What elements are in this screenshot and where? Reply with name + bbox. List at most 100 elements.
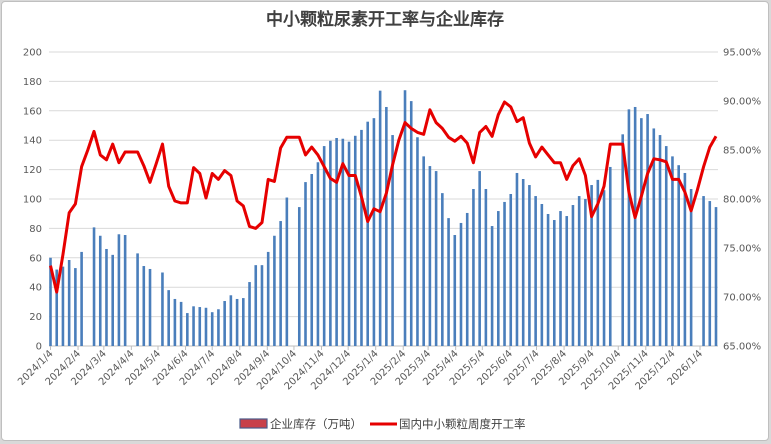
inventory-bar [217, 309, 220, 346]
inventory-bar [98, 235, 102, 346]
inventory-bar [111, 254, 114, 346]
inventory-bar [534, 196, 537, 346]
inventory-bar [55, 269, 59, 346]
inventory-bar [422, 156, 425, 346]
inventory-bar [596, 179, 600, 346]
legend-label-operating-rate: 国内中小颗粒周度开工率 [399, 417, 526, 431]
inventory-bar [273, 235, 276, 346]
inventory-bar [142, 266, 146, 346]
inventory-bar [391, 135, 394, 346]
inventory-bar [229, 295, 233, 346]
inventory-bar [608, 166, 612, 346]
inventory-bar [385, 106, 388, 346]
inventory-bar [602, 190, 606, 346]
inventory-bar [366, 121, 370, 346]
inventory-bar [546, 213, 550, 346]
inventory-bar [577, 196, 581, 346]
inventory-bar [552, 220, 556, 346]
inventory-bar [186, 313, 189, 346]
inventory-bar [61, 266, 65, 346]
inventory-bar [640, 118, 643, 347]
inventory-bar [223, 301, 226, 346]
inventory-bar [192, 306, 195, 346]
inventory-bar [490, 226, 494, 346]
inventory-bar [472, 189, 475, 346]
y-left-tick-label: 160 [23, 106, 42, 117]
inventory-bar [484, 189, 488, 346]
inventory-bar [117, 234, 121, 346]
inventory-bar [689, 189, 693, 346]
inventory-bar [590, 185, 593, 346]
inventory-bar [515, 172, 519, 346]
y-left-tick-label: 0 [36, 342, 42, 353]
inventory-bar [136, 253, 139, 346]
y-left-tick-label: 140 [23, 136, 42, 147]
inventory-bar [565, 216, 569, 346]
inventory-bar [633, 106, 637, 346]
inventory-bar [540, 203, 544, 346]
inventory-bar [248, 282, 251, 346]
inventory-bar [49, 257, 52, 346]
inventory-bar [708, 201, 712, 346]
y-right-tick-label: 80.00% [723, 195, 761, 206]
inventory-bar [409, 101, 413, 347]
inventory-bar [403, 90, 407, 346]
inventory-bar [621, 134, 625, 346]
legend-bar-swatch [239, 418, 268, 429]
inventory-bar [559, 211, 562, 346]
inventory-bar [677, 165, 680, 346]
inventory-bar [105, 248, 108, 346]
inventory-bar [329, 140, 332, 346]
inventory-bar [353, 135, 357, 346]
operating-rate-line [49, 100, 718, 294]
inventory-bar [528, 185, 531, 346]
inventory-bar [378, 90, 382, 346]
inventory-bar [161, 272, 164, 346]
inventory-bar [441, 193, 444, 346]
inventory-bar [279, 221, 282, 346]
inventory-bar [285, 197, 289, 346]
y-right-tick-label: 85.00% [723, 146, 761, 157]
inventory-bar [179, 301, 183, 346]
inventory-bar [67, 260, 71, 346]
inventory-bar [372, 118, 376, 347]
inventory-bar [322, 146, 326, 346]
inventory-bar [627, 109, 631, 346]
inventory-bar [714, 207, 718, 346]
inventory-bar [447, 218, 450, 346]
inventory-bar [297, 207, 301, 346]
inventory-bar [310, 174, 314, 346]
inventory-bar [521, 179, 525, 346]
inventory-bar [683, 172, 687, 346]
inventory-bar [304, 182, 307, 346]
y-left-tick-label: 20 [29, 312, 42, 323]
inventory-bar [459, 222, 463, 346]
y-right-tick-label: 75.00% [723, 244, 761, 255]
inventory-bar [453, 235, 457, 346]
inventory-bar [652, 128, 656, 346]
inventory-bar [254, 265, 258, 346]
inventory-bar [260, 265, 264, 346]
inventory-bar [316, 162, 320, 346]
inventory-bar [235, 298, 239, 346]
inventory-bar [148, 268, 152, 346]
y-left-tick-label: 60 [29, 253, 42, 264]
inventory-bar [198, 307, 202, 346]
y-right-tick-label: 90.00% [723, 97, 761, 108]
inventory-bar [335, 137, 338, 346]
y-right-tick-label: 95.00% [723, 48, 761, 59]
inventory-bar [497, 211, 500, 346]
inventory-bar [173, 298, 177, 346]
y-left-tick-label: 80 [29, 224, 42, 235]
y-left-tick-label: 100 [23, 195, 42, 206]
inventory-bar [266, 251, 270, 346]
inventory-bar [434, 171, 438, 346]
inventory-bar [92, 227, 96, 346]
y-left-tick-label: 200 [23, 48, 42, 59]
inventory-bar [428, 166, 432, 346]
inventory-bar [347, 141, 351, 346]
inventory-bar [341, 138, 345, 346]
inventory-bar [671, 156, 674, 346]
legend: 企业库存（万吨） 国内中小颗粒周度开工率 [239, 417, 526, 431]
inventory-bar [571, 205, 575, 346]
